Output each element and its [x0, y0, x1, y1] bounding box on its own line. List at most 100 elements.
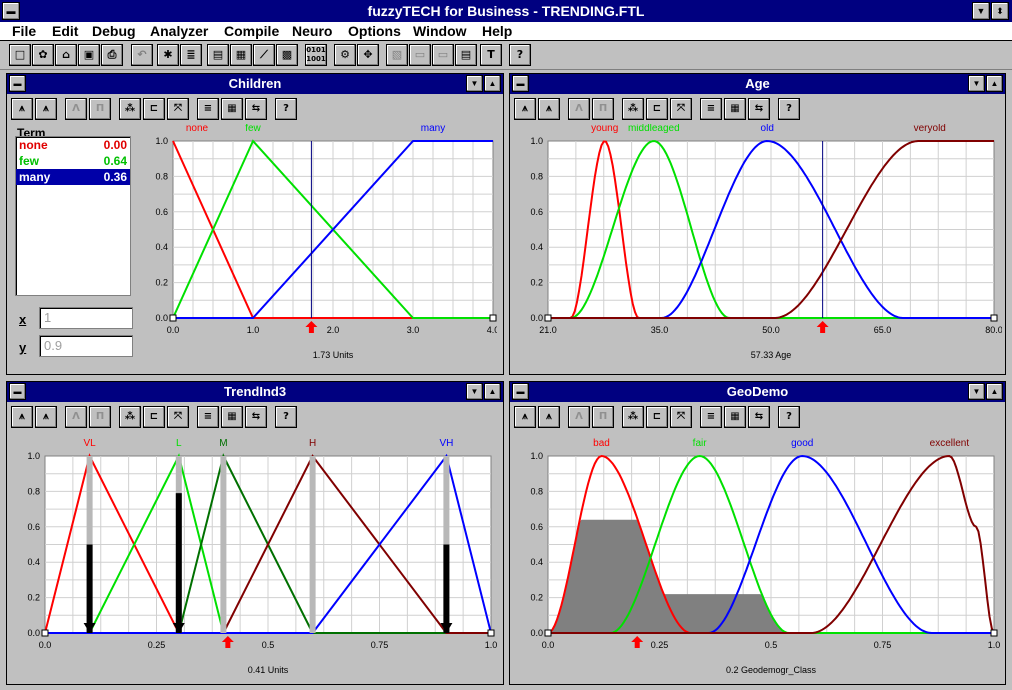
- shift-term-icon[interactable]: ⤧: [670, 98, 692, 120]
- edit-icon[interactable]: ⇆: [245, 98, 267, 120]
- neuro-learn-icon[interactable]: ✥: [357, 44, 379, 66]
- point-handle[interactable]: [41, 629, 49, 637]
- age-minimize-button[interactable]: ▼: [968, 75, 985, 92]
- delete-term-icon[interactable]: ⊏: [646, 406, 668, 428]
- children-system-button[interactable]: ▬: [9, 75, 26, 92]
- add-term-icon[interactable]: ⁂: [622, 406, 644, 428]
- geodemo-maximize-button[interactable]: ▲: [986, 383, 1003, 400]
- point-handle[interactable]: [487, 629, 495, 637]
- children-maximize-button[interactable]: ▲: [484, 75, 501, 92]
- shift-term-icon[interactable]: ⤧: [670, 406, 692, 428]
- ms-function-2-icon[interactable]: ⩚: [35, 98, 57, 120]
- age-maximize-button[interactable]: ▲: [986, 75, 1003, 92]
- value-cursor-arrow-icon[interactable]: [305, 321, 318, 333]
- x-input[interactable]: 1: [39, 307, 133, 329]
- list-view-icon[interactable]: ≡: [700, 406, 722, 428]
- trendind3-maximize-button[interactable]: ▲: [484, 383, 501, 400]
- list-view-icon[interactable]: ≡: [197, 98, 219, 120]
- transfer-plot-icon[interactable]: ▦: [230, 44, 252, 66]
- debug-bug-icon[interactable]: ✱: [157, 44, 179, 66]
- point-handle[interactable]: [544, 314, 552, 322]
- menu-window[interactable]: Window: [413, 23, 467, 39]
- help-icon[interactable]: ?: [778, 98, 800, 120]
- minimize-button[interactable]: ▼: [972, 2, 990, 20]
- trendind3-minimize-button[interactable]: ▼: [466, 383, 483, 400]
- lambda-disabled-icon[interactable]: Λ: [568, 406, 590, 428]
- ms-function-2-icon[interactable]: ⩚: [35, 406, 57, 428]
- value-cursor-arrow-icon[interactable]: [631, 636, 644, 648]
- menu-debug[interactable]: Debug: [92, 23, 136, 39]
- list-view-icon[interactable]: ≡: [197, 406, 219, 428]
- add-term-icon[interactable]: ⁂: [119, 98, 141, 120]
- geodemo-membership-chart[interactable]: 0.0 0.2 0.4 0.6 0.8 1.0 0.0 0.25 0.5 0.75 1.0 bad fa…: [514, 432, 1002, 680]
- series-fair-line[interactable]: [548, 454, 994, 634]
- edit-icon[interactable]: ⇆: [245, 406, 267, 428]
- neuro-icon[interactable]: ▩: [276, 44, 298, 66]
- open-folder-icon[interactable]: ⌂: [55, 44, 77, 66]
- shift-term-icon[interactable]: ⤧: [167, 98, 189, 120]
- ms-function-2-icon[interactable]: ⩚: [538, 98, 560, 120]
- shift-term-icon[interactable]: ⤧: [167, 406, 189, 428]
- delete-term-icon[interactable]: ⊏: [646, 98, 668, 120]
- analyzer-icon[interactable]: ▤: [207, 44, 229, 66]
- compile-icon[interactable]: ≣: [180, 44, 202, 66]
- help-icon[interactable]: ?: [778, 406, 800, 428]
- pi-disabled-icon[interactable]: Π: [592, 98, 614, 120]
- point-handle[interactable]: [990, 314, 998, 322]
- menu-compile[interactable]: Compile: [224, 23, 280, 39]
- add-term-icon[interactable]: ⁂: [622, 98, 644, 120]
- window-icon[interactable]: ▧: [386, 44, 408, 66]
- menu-analyzer[interactable]: Analyzer: [150, 23, 209, 39]
- children-minimize-button[interactable]: ▼: [466, 75, 483, 92]
- point-handle[interactable]: [489, 314, 497, 322]
- edit-icon[interactable]: ⇆: [748, 98, 770, 120]
- menu-edit[interactable]: Edit: [52, 23, 79, 39]
- age-membership-chart[interactable]: 0.0 0.2 0.4 0.6 0.8 1.0 21.0 35.0 50.0 65.0 80.0 yo…: [514, 124, 1002, 369]
- pi-disabled-icon[interactable]: Π: [592, 406, 614, 428]
- grid-icon[interactable]: ▦: [724, 406, 746, 428]
- window-icon-2[interactable]: ▭: [409, 44, 431, 66]
- trendind3-system-button[interactable]: ▬: [9, 383, 26, 400]
- menu-help[interactable]: Help: [482, 23, 513, 39]
- pi-disabled-icon[interactable]: Π: [89, 406, 111, 428]
- point-handle[interactable]: [169, 314, 177, 322]
- ms-function-icon[interactable]: ⩚: [11, 406, 33, 428]
- lambda-disabled-icon[interactable]: Λ: [65, 98, 87, 120]
- menu-file[interactable]: File: [12, 23, 37, 39]
- geodemo-minimize-button[interactable]: ▼: [968, 383, 985, 400]
- open-editor-icon[interactable]: ✿: [32, 44, 54, 66]
- menu-neuro[interactable]: Neuro: [292, 23, 333, 39]
- age-system-button[interactable]: ▬: [512, 75, 529, 92]
- series-veryold-line[interactable]: [548, 140, 994, 319]
- help-icon[interactable]: ?: [275, 98, 297, 120]
- point-handle[interactable]: [544, 629, 552, 637]
- help-icon[interactable]: ?: [275, 406, 297, 428]
- delete-term-icon[interactable]: ⊏: [143, 406, 165, 428]
- value-cursor-arrow-icon[interactable]: [816, 321, 829, 333]
- window-icon-4[interactable]: ▤: [455, 44, 477, 66]
- grid-icon[interactable]: ▦: [221, 98, 243, 120]
- term-row-none[interactable]: none 0.00: [19, 138, 127, 152]
- restore-button[interactable]: ⬍: [991, 2, 1009, 20]
- ms-function-icon[interactable]: ⩚: [514, 406, 536, 428]
- term-list[interactable]: none 0.00 few 0.64 many 0.36: [15, 136, 131, 296]
- point-handle[interactable]: [990, 629, 998, 637]
- term-row-many[interactable]: many 0.36: [16, 169, 130, 185]
- grid-icon[interactable]: ▦: [221, 406, 243, 428]
- window-icon-3[interactable]: ▭: [432, 44, 454, 66]
- lambda-disabled-icon[interactable]: Λ: [568, 98, 590, 120]
- value-cursor-arrow-icon[interactable]: [221, 636, 234, 648]
- edit-icon[interactable]: ⇆: [748, 406, 770, 428]
- undo-icon[interactable]: ↶: [131, 44, 153, 66]
- y-input[interactable]: 0.9: [39, 335, 133, 357]
- menu-options[interactable]: Options: [348, 23, 401, 39]
- children-membership-chart[interactable]: 0.0 0.2 0.4 0.6 0.8 1.0 0.0 1.0 2.0 3.0 4.0 none few…: [137, 124, 497, 369]
- list-view-icon[interactable]: ≡: [700, 98, 722, 120]
- text-icon[interactable]: T: [480, 44, 502, 66]
- ms-function-icon[interactable]: ⩚: [514, 98, 536, 120]
- term-row-few[interactable]: few 0.64: [19, 154, 127, 168]
- save-icon[interactable]: ▣: [78, 44, 100, 66]
- print-icon[interactable]: ⎙: [101, 44, 123, 66]
- new-icon[interactable]: □: [9, 44, 31, 66]
- series-excellent-line[interactable]: [548, 454, 995, 634]
